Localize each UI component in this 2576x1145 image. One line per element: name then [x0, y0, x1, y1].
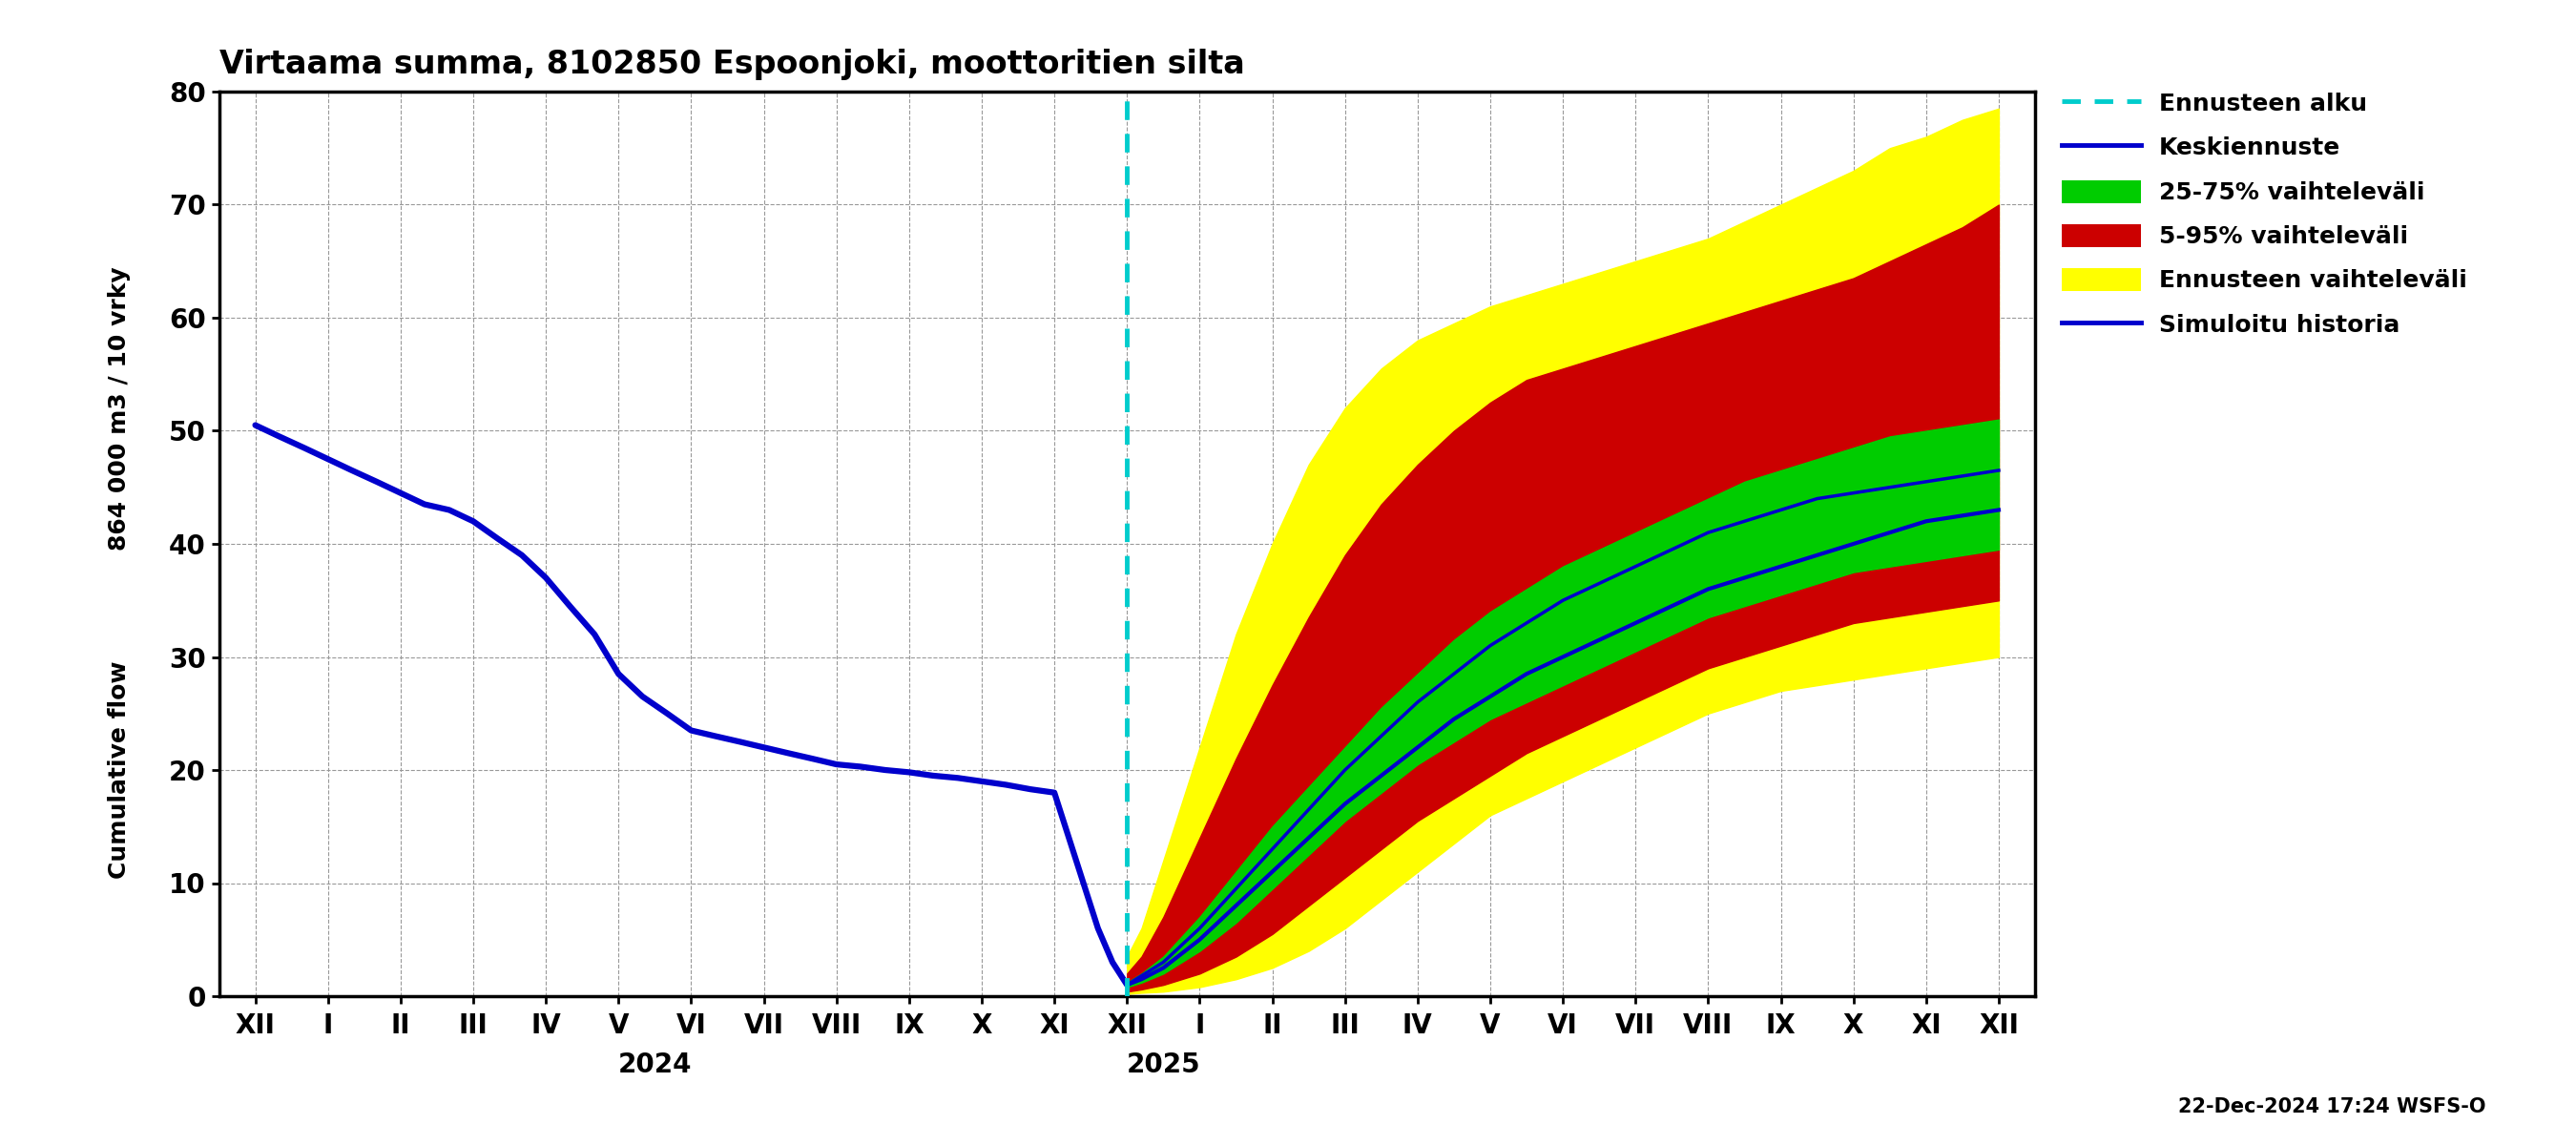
Text: Virtaama summa, 8102850 Espoonjoki, moottoritien silta: Virtaama summa, 8102850 Espoonjoki, moot…: [219, 48, 1244, 80]
Text: 2025: 2025: [1126, 1052, 1200, 1079]
Text: 2024: 2024: [618, 1052, 693, 1079]
Text: Cumulative flow: Cumulative flow: [108, 661, 131, 879]
Text: 22-Dec-2024 17:24 WSFS-O: 22-Dec-2024 17:24 WSFS-O: [2179, 1097, 2486, 1116]
Legend: Ennusteen alku, Keskiennuste, 25-75% vaihteleväli, 5-95% vaihteleväli, Ennusteen: Ennusteen alku, Keskiennuste, 25-75% vai…: [2053, 82, 2476, 346]
Text: 864 000 m3 / 10 vrky: 864 000 m3 / 10 vrky: [108, 266, 131, 551]
